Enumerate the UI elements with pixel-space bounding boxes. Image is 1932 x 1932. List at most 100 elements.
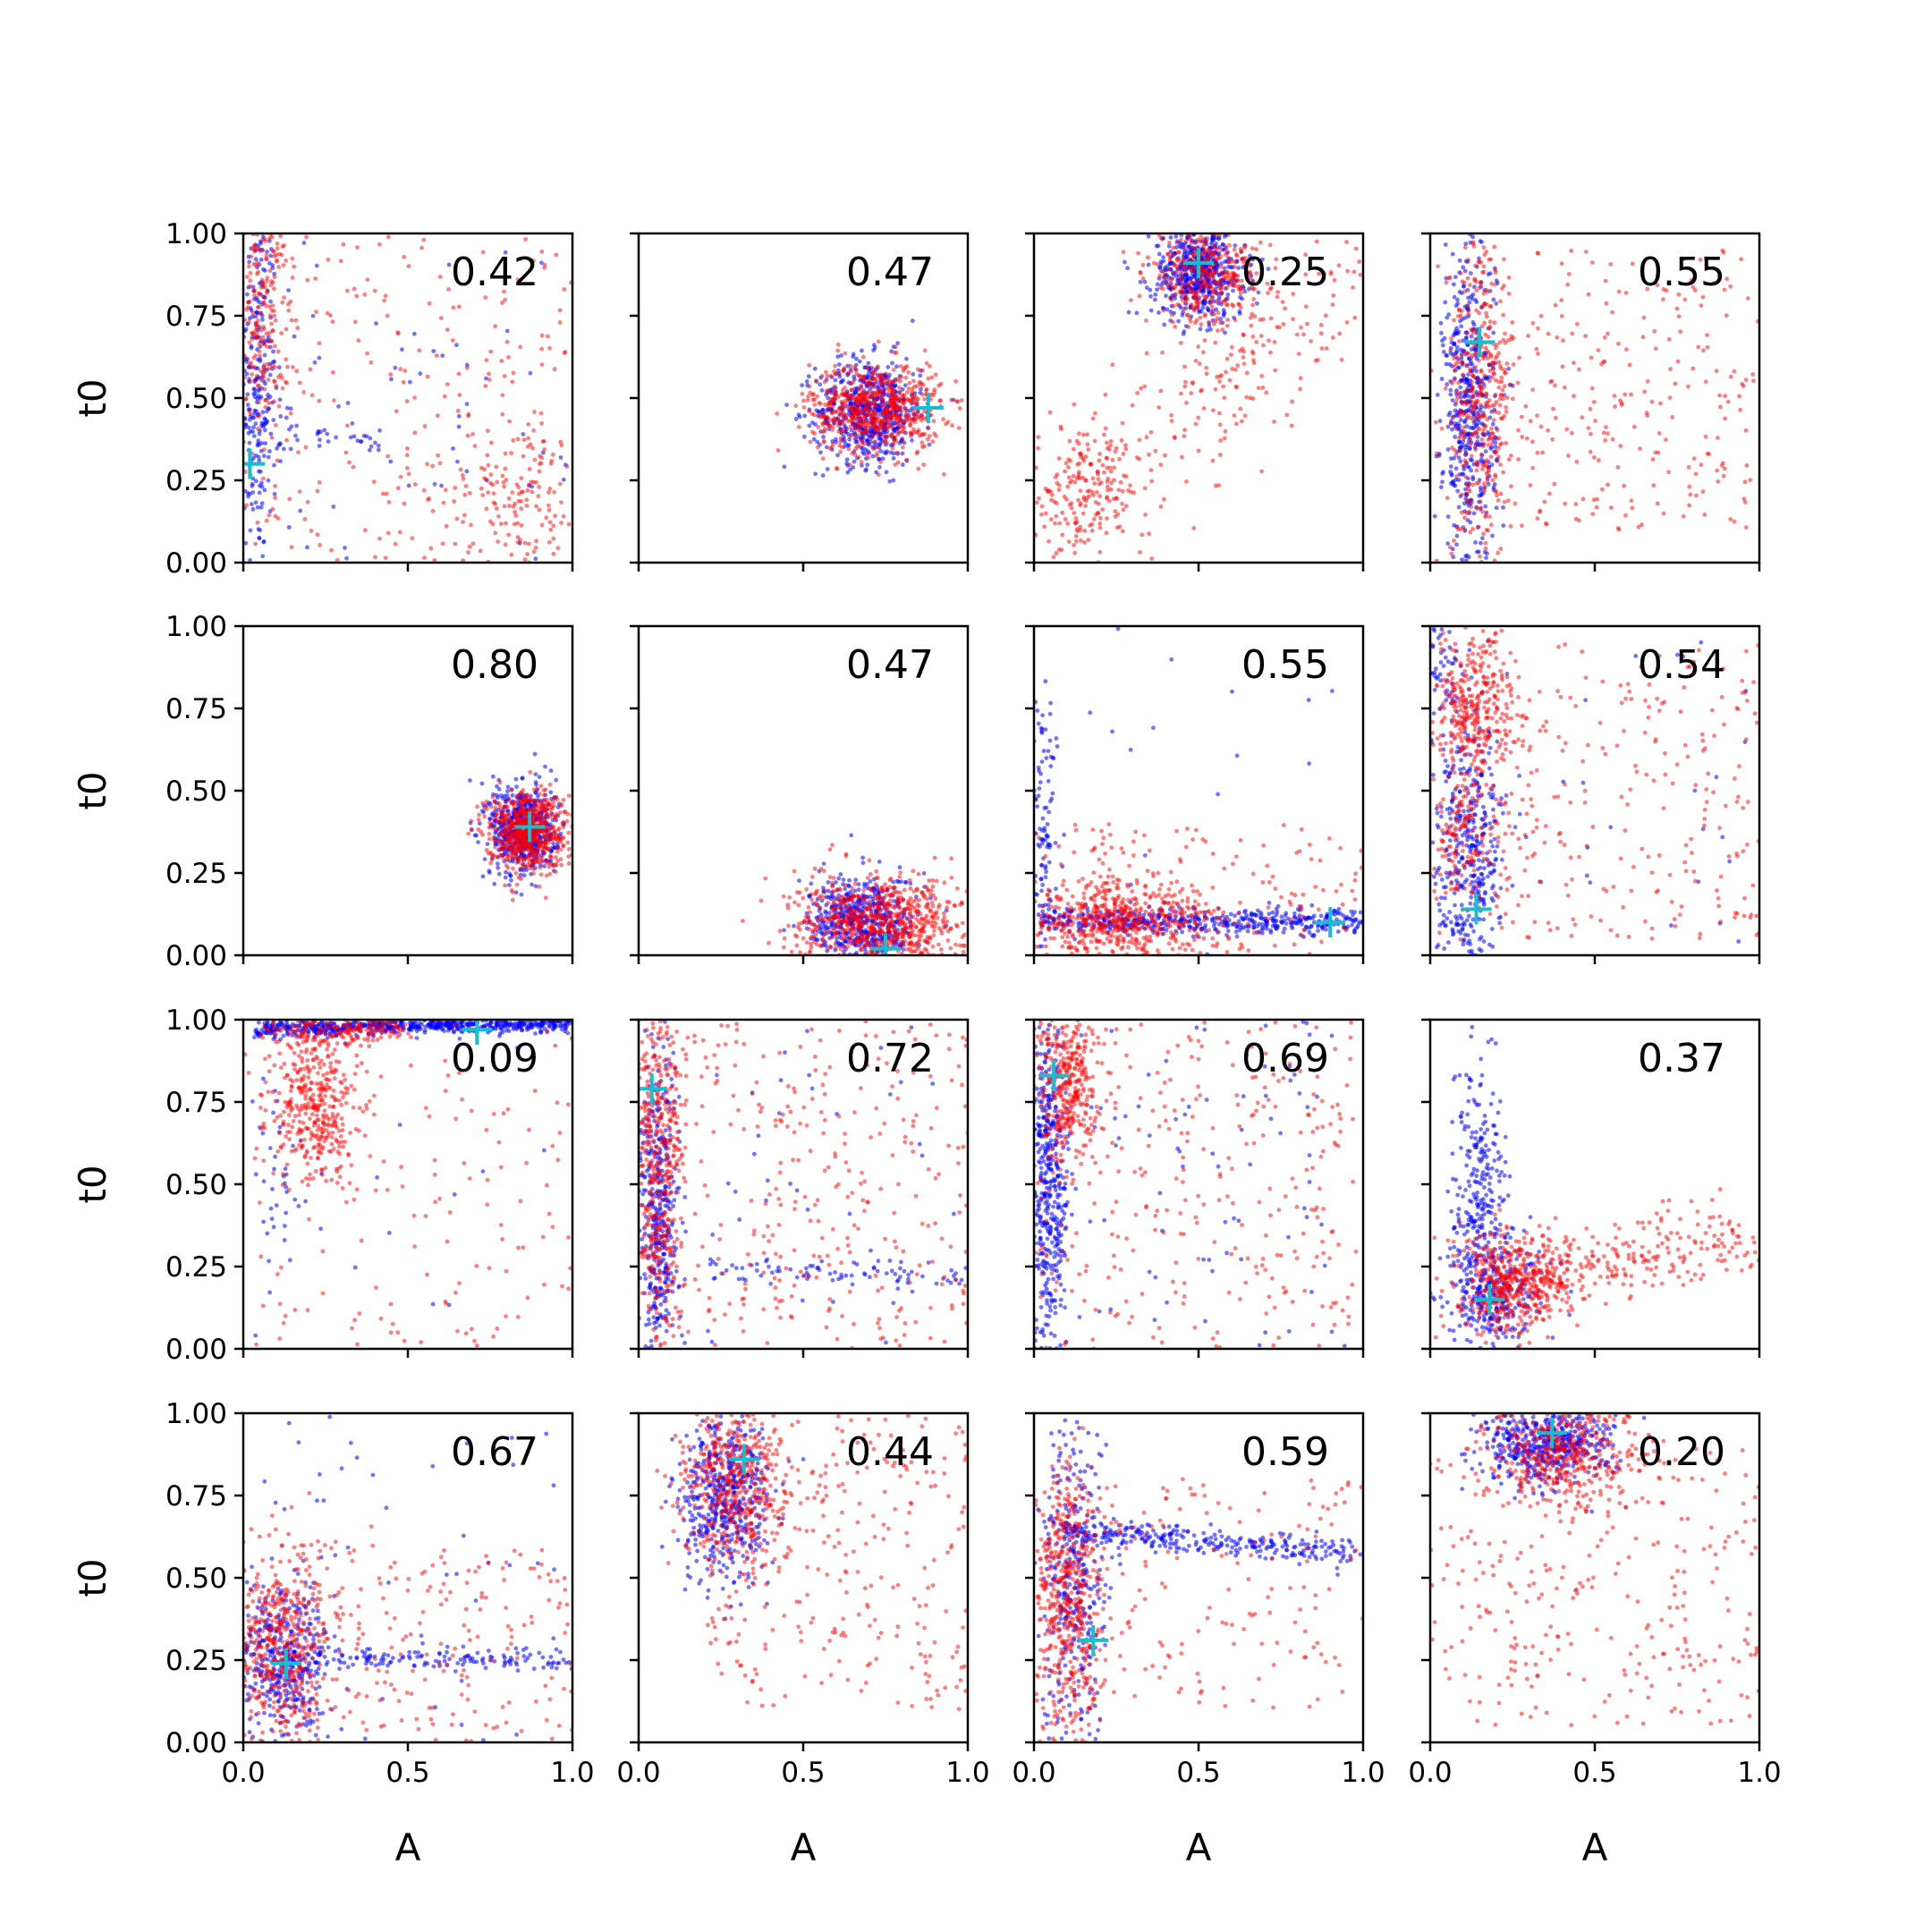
point <box>1215 316 1220 321</box>
point <box>1473 540 1478 545</box>
point <box>1199 283 1204 287</box>
point <box>1745 296 1750 301</box>
point <box>502 374 507 378</box>
point <box>801 405 807 410</box>
point <box>1173 435 1177 439</box>
point <box>1481 481 1487 487</box>
point <box>1203 283 1208 288</box>
point <box>1630 261 1635 267</box>
point <box>1559 314 1564 318</box>
point <box>1479 259 1484 265</box>
point <box>835 354 841 360</box>
point <box>1448 392 1453 397</box>
true-value-marker <box>243 448 266 479</box>
point <box>1258 240 1263 245</box>
point <box>1229 352 1233 357</box>
point <box>393 365 398 370</box>
point <box>454 516 460 521</box>
point <box>1087 494 1092 498</box>
point <box>525 552 530 556</box>
point <box>1483 540 1488 546</box>
point <box>490 774 496 779</box>
point <box>900 445 905 450</box>
point <box>272 286 276 292</box>
point <box>1636 524 1641 530</box>
point <box>1076 497 1080 503</box>
point <box>1137 437 1142 443</box>
point <box>356 338 361 343</box>
point <box>871 446 876 452</box>
point <box>1188 257 1192 262</box>
point <box>275 246 280 251</box>
point <box>1189 238 1194 243</box>
point <box>945 419 951 425</box>
point <box>1739 257 1743 262</box>
point <box>1673 381 1678 386</box>
point <box>257 458 262 463</box>
point <box>386 234 391 240</box>
scatter-points <box>466 751 572 902</box>
point <box>1142 486 1148 491</box>
point <box>811 436 817 442</box>
point <box>1053 521 1057 526</box>
point <box>259 338 264 343</box>
point <box>269 308 275 313</box>
point <box>796 412 801 418</box>
point <box>513 510 517 514</box>
point <box>1435 451 1439 456</box>
point <box>292 264 297 269</box>
point <box>1069 501 1074 505</box>
point <box>504 521 508 526</box>
point <box>1463 452 1469 456</box>
point <box>258 369 263 373</box>
point <box>1190 245 1194 250</box>
point <box>822 379 827 385</box>
point <box>1214 261 1218 267</box>
point <box>1250 335 1256 339</box>
point <box>511 504 516 509</box>
point <box>1198 326 1203 332</box>
point <box>486 428 490 434</box>
point <box>1314 239 1319 244</box>
point <box>1476 394 1480 398</box>
point <box>280 376 284 380</box>
point <box>250 314 255 319</box>
point <box>1463 448 1468 453</box>
point <box>1223 330 1227 335</box>
point <box>506 532 511 538</box>
point <box>538 411 544 416</box>
point <box>493 530 498 536</box>
point <box>1487 271 1493 276</box>
point <box>1465 303 1470 309</box>
point <box>525 445 530 449</box>
point <box>1502 413 1507 419</box>
point <box>344 555 349 561</box>
scatter-points <box>1034 233 1363 563</box>
point <box>837 374 843 379</box>
point <box>1060 510 1065 515</box>
point <box>1290 399 1294 404</box>
point <box>1449 336 1453 341</box>
point <box>1439 330 1444 335</box>
point <box>539 333 545 338</box>
point <box>1209 267 1215 272</box>
true-value-marker <box>912 393 944 424</box>
point <box>1492 435 1497 440</box>
point <box>844 457 850 462</box>
point <box>854 422 860 428</box>
point <box>1506 292 1512 296</box>
point <box>1184 265 1190 270</box>
point <box>1491 330 1496 335</box>
point <box>941 417 945 422</box>
point <box>911 378 916 384</box>
point <box>809 411 815 416</box>
point <box>258 353 262 359</box>
point <box>1563 501 1568 506</box>
point <box>1169 412 1174 418</box>
point <box>1501 396 1506 402</box>
point <box>1484 250 1489 254</box>
point <box>1182 250 1187 255</box>
point <box>1498 393 1504 397</box>
point <box>1467 300 1472 305</box>
point <box>317 444 322 448</box>
